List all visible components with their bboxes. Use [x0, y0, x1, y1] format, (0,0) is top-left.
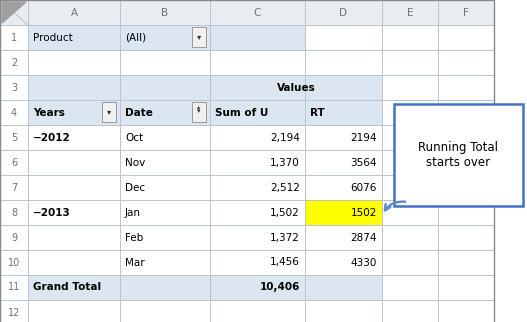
- Bar: [0, 0, 28, 25]
- Text: 8: 8: [11, 207, 17, 217]
- Text: 5: 5: [11, 132, 17, 143]
- Text: RT: RT: [310, 108, 325, 118]
- Text: Mar: Mar: [125, 258, 144, 268]
- Bar: [28, 0, 120, 25]
- Text: Nov: Nov: [125, 157, 145, 167]
- Bar: [305, 75, 382, 100]
- Bar: [120, 275, 210, 300]
- Text: 10: 10: [8, 258, 20, 268]
- Text: Dec: Dec: [125, 183, 145, 193]
- Text: 4: 4: [11, 108, 17, 118]
- Text: 11: 11: [8, 282, 20, 292]
- Bar: [210, 100, 305, 125]
- Text: 7: 7: [11, 183, 17, 193]
- Text: Product: Product: [33, 33, 73, 43]
- Bar: [305, 200, 382, 225]
- Text: Grand Total: Grand Total: [33, 282, 101, 292]
- Text: 9: 9: [11, 232, 17, 242]
- Text: Feb: Feb: [125, 232, 143, 242]
- Text: F: F: [463, 7, 469, 17]
- Text: Years: Years: [33, 108, 65, 118]
- Text: (All): (All): [125, 33, 146, 43]
- FancyBboxPatch shape: [192, 27, 206, 47]
- Text: Oct: Oct: [125, 132, 143, 143]
- Bar: [438, 0, 494, 25]
- Bar: [210, 75, 305, 100]
- Bar: [120, 0, 210, 25]
- Text: 1,372: 1,372: [270, 232, 300, 242]
- Bar: [28, 100, 120, 125]
- Text: D: D: [339, 7, 347, 17]
- Text: 1,370: 1,370: [270, 157, 300, 167]
- Text: ▴: ▴: [198, 105, 201, 109]
- Text: B: B: [161, 7, 169, 17]
- Text: 1502: 1502: [350, 207, 377, 217]
- Text: ▾: ▾: [197, 108, 201, 114]
- Text: Jan: Jan: [125, 207, 141, 217]
- Bar: [305, 275, 382, 300]
- Text: ▾: ▾: [107, 108, 111, 117]
- Bar: [28, 275, 120, 300]
- Text: Sum of U: Sum of U: [215, 108, 268, 118]
- Bar: [120, 100, 210, 125]
- Text: ▾: ▾: [197, 33, 201, 42]
- FancyBboxPatch shape: [192, 102, 206, 122]
- Text: Running Total
starts over: Running Total starts over: [418, 141, 499, 169]
- Bar: [210, 25, 305, 50]
- Text: A: A: [71, 7, 77, 17]
- Text: 1,456: 1,456: [270, 258, 300, 268]
- FancyBboxPatch shape: [394, 104, 523, 206]
- Bar: [120, 75, 210, 100]
- Text: E: E: [407, 7, 413, 17]
- Bar: [120, 25, 210, 50]
- FancyBboxPatch shape: [102, 102, 116, 122]
- Text: 10,406: 10,406: [260, 282, 300, 292]
- Text: 3564: 3564: [350, 157, 377, 167]
- Bar: [28, 25, 120, 50]
- Text: 3: 3: [11, 82, 17, 92]
- Text: C: C: [254, 7, 261, 17]
- Text: Date: Date: [125, 108, 153, 118]
- Text: 2,512: 2,512: [270, 183, 300, 193]
- Bar: [305, 100, 382, 125]
- Text: 2: 2: [11, 58, 17, 68]
- Bar: [382, 0, 438, 25]
- Text: 6076: 6076: [350, 183, 377, 193]
- Text: −2013: −2013: [33, 207, 71, 217]
- Text: 2,194: 2,194: [270, 132, 300, 143]
- Text: −2012: −2012: [33, 132, 71, 143]
- Polygon shape: [2, 2, 26, 23]
- Text: 6: 6: [11, 157, 17, 167]
- Bar: [305, 0, 382, 25]
- Text: Values: Values: [277, 82, 315, 92]
- Bar: [210, 275, 305, 300]
- Text: 2194: 2194: [350, 132, 377, 143]
- Text: 4330: 4330: [350, 258, 377, 268]
- Bar: [28, 75, 120, 100]
- Text: 12: 12: [8, 308, 20, 317]
- Text: 1: 1: [11, 33, 17, 43]
- Text: 1,502: 1,502: [270, 207, 300, 217]
- Bar: [210, 0, 305, 25]
- Text: 2874: 2874: [350, 232, 377, 242]
